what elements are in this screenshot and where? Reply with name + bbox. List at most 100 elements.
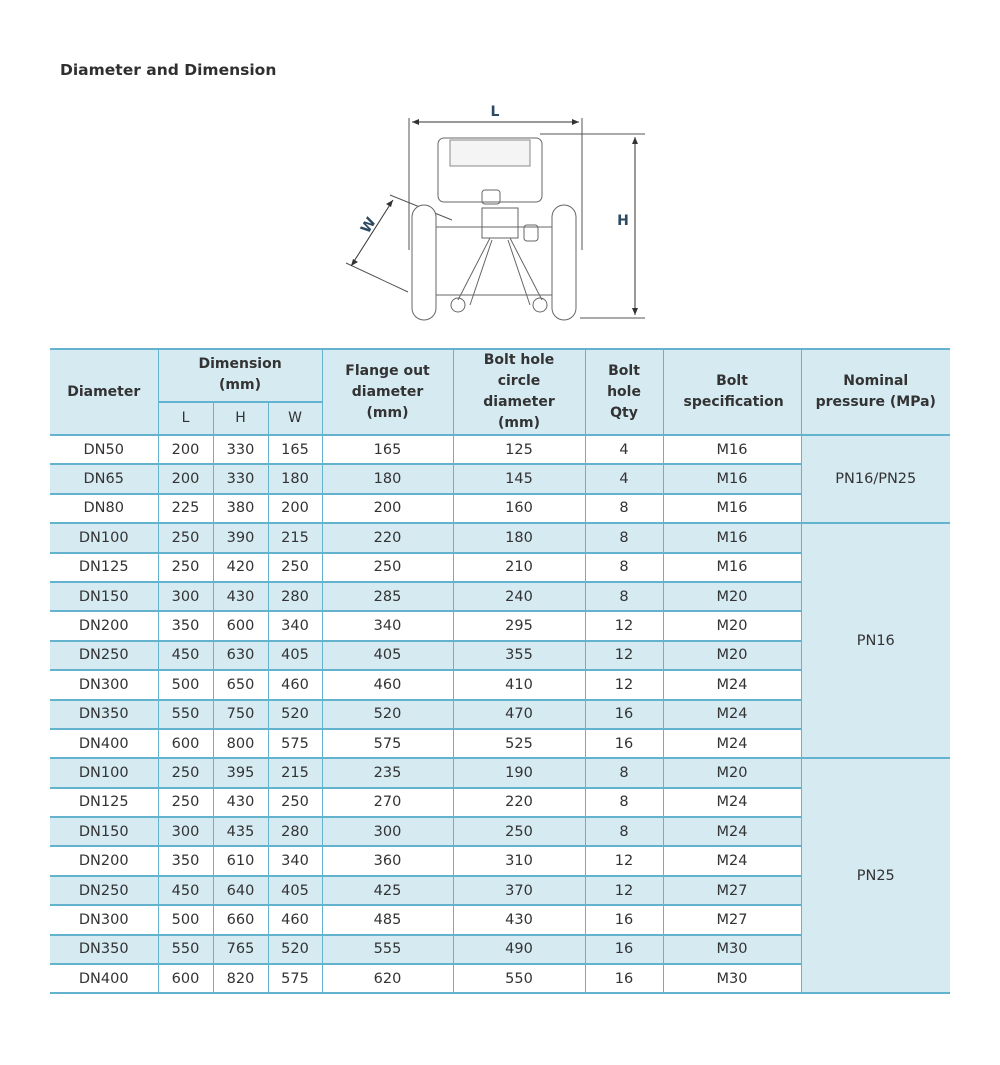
cell-flange: 180 bbox=[321, 463, 454, 495]
cell-bolt-spec: M16 bbox=[662, 433, 802, 466]
cell-bolt-circle: 490 bbox=[452, 933, 586, 966]
cell-bolt-qty: 12 bbox=[584, 845, 664, 877]
cell-w: 405 bbox=[267, 639, 323, 672]
cell-w: 250 bbox=[267, 786, 323, 819]
cell-h: 640 bbox=[212, 874, 269, 907]
header-bolt-spec: Bolt specification bbox=[662, 348, 802, 436]
cell-bolt-spec: M24 bbox=[662, 786, 802, 819]
header-pressure: Nominal pressure (MPa) bbox=[800, 348, 951, 436]
cell-l: 200 bbox=[157, 433, 214, 466]
cell-w: 215 bbox=[267, 522, 323, 554]
table-row: DN300 500 660 460 485 430 16 M27 bbox=[50, 904, 950, 936]
table-row: DN400 600 820 575 620 550 16 M30 bbox=[50, 963, 950, 995]
cell-l: 250 bbox=[157, 757, 214, 789]
cell-flange: 485 bbox=[321, 904, 454, 936]
cell-bolt-circle: 370 bbox=[452, 874, 586, 907]
table-row: DN200 350 600 340 340 295 12 M20 bbox=[50, 610, 950, 642]
cell-l: 600 bbox=[157, 963, 214, 995]
cell-bolt-spec: M20 bbox=[662, 610, 802, 642]
table-row: DN100 250 395 215 235 190 8 M20 PN25 bbox=[50, 757, 951, 995]
cell-bolt-circle: 180 bbox=[452, 522, 586, 554]
label-h: H bbox=[617, 213, 629, 229]
cell-bolt-spec: M20 bbox=[662, 580, 802, 613]
cell-bolt-spec: M20 bbox=[662, 639, 802, 672]
table-row: DN350 550 750 520 520 470 16 M24 bbox=[50, 698, 950, 730]
cell-w: 460 bbox=[267, 904, 323, 936]
cell-l: 300 bbox=[157, 580, 214, 613]
cell-w: 340 bbox=[267, 845, 323, 877]
cell-bolt-circle: 125 bbox=[452, 433, 586, 466]
cell-bolt-circle: 220 bbox=[452, 786, 586, 819]
table-row: DN250 450 630 405 405 355 12 M20 bbox=[50, 639, 950, 672]
cell-bolt-qty: 4 bbox=[584, 433, 664, 466]
cell-bolt-qty: 8 bbox=[584, 580, 664, 613]
cell-bolt-spec: M27 bbox=[662, 904, 802, 936]
cell-bolt-qty: 16 bbox=[584, 698, 664, 730]
cell-w: 340 bbox=[267, 610, 323, 642]
cell-h: 820 bbox=[212, 963, 269, 995]
header-w: W bbox=[267, 400, 323, 437]
cell-h: 600 bbox=[212, 610, 269, 642]
cell-bolt-spec: M30 bbox=[662, 963, 802, 995]
table-row: DN125 250 420 250 250 210 8 M16 bbox=[50, 551, 950, 583]
cell-diameter: DN200 bbox=[50, 845, 159, 877]
cell-bolt-circle: 355 bbox=[452, 639, 586, 672]
cell-bolt-circle: 145 bbox=[452, 463, 586, 495]
cell-h: 330 bbox=[212, 433, 269, 466]
header-diameter: Diameter bbox=[50, 348, 159, 436]
cell-w: 180 bbox=[267, 463, 323, 495]
table-row: DN150 300 430 280 285 240 8 M20 bbox=[50, 580, 950, 613]
cell-bolt-qty: 16 bbox=[584, 727, 664, 760]
cell-bolt-qty: 16 bbox=[584, 963, 664, 995]
cell-l: 350 bbox=[157, 845, 214, 877]
cell-h: 390 bbox=[212, 522, 269, 554]
cell-flange: 340 bbox=[321, 610, 454, 642]
cell-w: 200 bbox=[267, 492, 323, 525]
cell-bolt-spec: M16 bbox=[662, 463, 802, 495]
cell-l: 225 bbox=[157, 492, 214, 525]
valve-dimension-diagram: L H W bbox=[345, 104, 645, 321]
cell-w: 575 bbox=[267, 963, 323, 995]
header-bolt-qty: Bolt hole Qty bbox=[584, 348, 664, 436]
cell-flange: 220 bbox=[321, 522, 454, 554]
cell-bolt-circle: 190 bbox=[452, 757, 586, 789]
cell-bolt-qty: 8 bbox=[584, 522, 664, 554]
table-row: DN65 200 330 180 180 145 4 M16 bbox=[50, 463, 950, 495]
cell-w: 165 bbox=[267, 433, 323, 466]
cell-h: 765 bbox=[212, 933, 269, 966]
cell-bolt-spec: M16 bbox=[662, 551, 802, 583]
cell-h: 610 bbox=[212, 845, 269, 877]
cell-l: 550 bbox=[157, 698, 214, 730]
cell-bolt-circle: 210 bbox=[452, 551, 586, 583]
cell-diameter: DN300 bbox=[50, 669, 159, 701]
cell-diameter: DN125 bbox=[50, 551, 159, 583]
cell-bolt-circle: 160 bbox=[452, 492, 586, 525]
cell-w: 280 bbox=[267, 580, 323, 613]
cell-bolt-circle: 410 bbox=[452, 669, 586, 701]
cell-w: 215 bbox=[267, 757, 323, 789]
cell-w: 460 bbox=[267, 669, 323, 701]
cell-flange: 425 bbox=[321, 874, 454, 907]
cell-bolt-qty: 12 bbox=[584, 669, 664, 701]
cell-l: 550 bbox=[157, 933, 214, 966]
cell-h: 330 bbox=[212, 463, 269, 495]
table-row: DN50 200 330 165 165 125 4 M16 PN16/PN25 bbox=[50, 433, 951, 525]
cell-diameter: DN250 bbox=[50, 874, 159, 907]
cell-h: 650 bbox=[212, 669, 269, 701]
cell-w: 520 bbox=[267, 698, 323, 730]
table-row: DN80 225 380 200 200 160 8 M16 bbox=[50, 492, 950, 525]
cell-bolt-spec: M30 bbox=[662, 933, 802, 966]
table-row: DN100 250 390 215 220 180 8 M16 PN16 bbox=[50, 522, 951, 760]
cell-w: 575 bbox=[267, 727, 323, 760]
cell-l: 300 bbox=[157, 816, 214, 848]
cell-l: 250 bbox=[157, 786, 214, 819]
cell-bolt-qty: 8 bbox=[584, 757, 664, 789]
cell-bolt-spec: M16 bbox=[662, 492, 802, 525]
cell-h: 660 bbox=[212, 904, 269, 936]
cell-h: 380 bbox=[212, 492, 269, 525]
label-l: L bbox=[491, 104, 500, 120]
cell-diameter: DN100 bbox=[50, 522, 159, 554]
cell-diameter: DN350 bbox=[50, 933, 159, 966]
cell-bolt-spec: M27 bbox=[662, 874, 802, 907]
cell-flange: 285 bbox=[321, 580, 454, 613]
